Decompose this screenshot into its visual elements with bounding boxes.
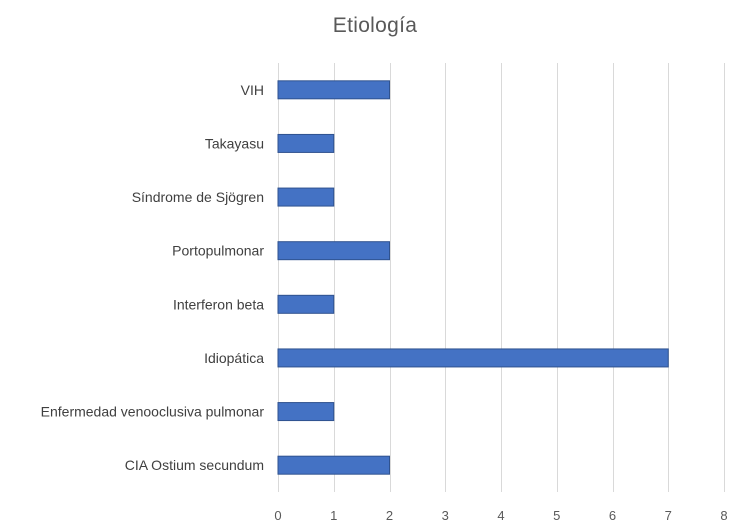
category-label: Takayasu <box>205 135 264 151</box>
x-axis-tick-labels: 0 1 2 3 4 5 6 7 8 <box>274 508 727 523</box>
x-tick-label: 4 <box>497 508 504 523</box>
x-tick-label: 7 <box>665 508 672 523</box>
x-tick-label: 0 <box>274 508 281 523</box>
bar-7 <box>277 455 390 475</box>
x-tick-label: 2 <box>386 508 393 523</box>
category-label: Portopulmonar <box>172 243 264 259</box>
bar-3 <box>277 241 390 261</box>
category-label: Interferon beta <box>173 296 264 312</box>
x-tick-label: 5 <box>553 508 560 523</box>
category-label: CIA Ostium secundum <box>125 457 264 473</box>
bar-2 <box>277 187 335 207</box>
x-tick-label: 1 <box>330 508 337 523</box>
bar-5 <box>277 348 669 368</box>
category-label: Enfermedad venooclusiva pulmonar <box>41 404 265 420</box>
bar-1 <box>277 133 335 153</box>
gridlines <box>278 63 725 492</box>
bar-0 <box>277 80 390 100</box>
chart-title: Etiología <box>332 14 418 37</box>
category-label: VIH <box>241 82 264 98</box>
category-label: Idiopática <box>204 350 264 366</box>
bar-4 <box>277 294 335 314</box>
category-labels: VIH Takayasu Síndrome de Sjögren Portopulmo… <box>41 82 265 473</box>
x-tick-label: 3 <box>442 508 449 523</box>
bars <box>277 80 669 475</box>
x-tick-label: 8 <box>720 508 727 523</box>
x-tick-label: 6 <box>609 508 616 523</box>
category-label: Síndrome de Sjögren <box>132 189 264 205</box>
bar-6 <box>277 402 335 422</box>
